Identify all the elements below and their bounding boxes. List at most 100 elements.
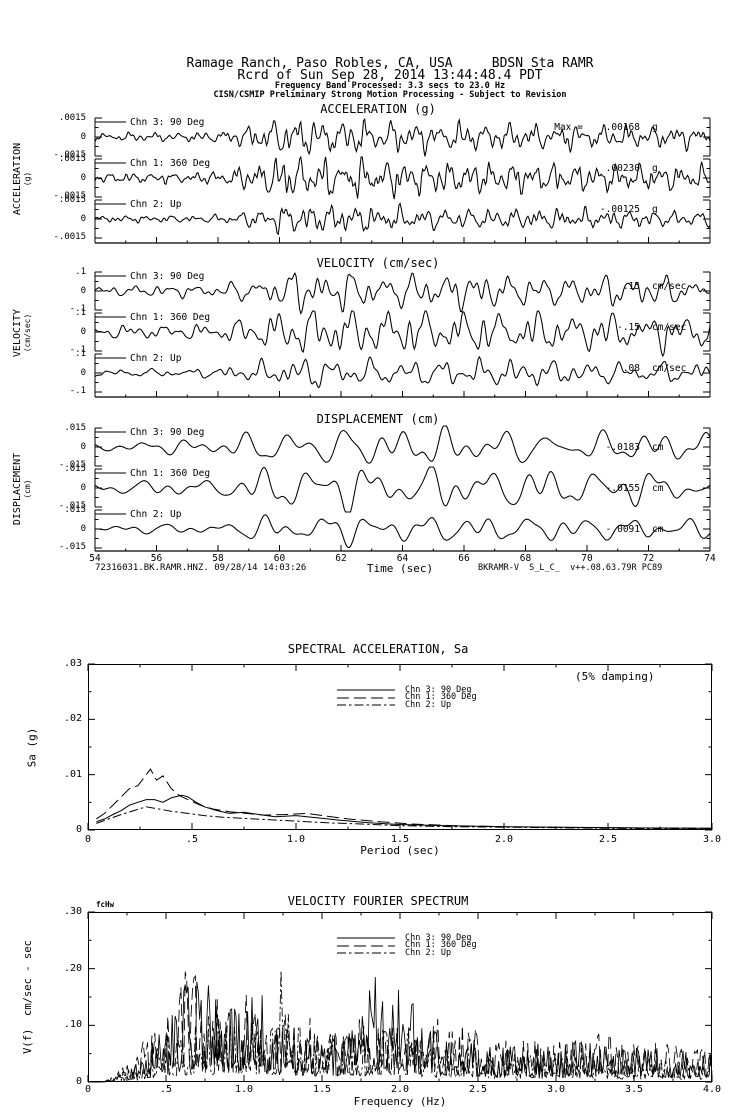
y-tick-label: -.015 <box>58 501 86 511</box>
fourier-x-tick-label: 2.0 <box>390 1084 410 1095</box>
velocity-side-label: VELOCITY (cm/sec) <box>12 258 32 408</box>
y-tick-label: .0015 <box>58 113 86 123</box>
fourier-x-tick-label: 4.0 <box>702 1084 722 1095</box>
sa-x-axis-label: Period (sec) <box>360 844 440 857</box>
time-tick-label: 56 <box>150 553 163 564</box>
time-tick-label: 64 <box>396 553 409 564</box>
trace-velocity-1 <box>94 272 710 315</box>
sa-y-tick-label: .02 <box>63 713 82 725</box>
fourier-series-3 <box>88 970 713 1083</box>
y-tick-label: 0 <box>80 132 86 142</box>
sa-x-tick-label: .5 <box>185 834 199 845</box>
fourier-x-tick-label: 3.0 <box>546 1084 566 1095</box>
waveform-velocity-1 <box>94 271 711 315</box>
fourier-x-tick-label: 0 <box>84 1084 92 1095</box>
y-tick-label: .1 <box>75 349 86 359</box>
y-tick-label: -.1 <box>69 345 86 355</box>
acceleration-side-label: ACCELERATION (g) <box>12 104 32 254</box>
y-tick-label: 0 <box>80 214 86 224</box>
time-tick-label: 58 <box>212 553 224 564</box>
fourier-plot-title: VELOCITY FOURIER SPECTRUM <box>287 894 469 908</box>
y-tick-label: .015 <box>64 505 86 515</box>
fourier-legend-sample-2 <box>337 944 395 947</box>
channel-label: Chn 1: 360 Deg <box>130 468 211 479</box>
channel-label: Chn 2: Up <box>130 509 182 520</box>
waveform-velocity-2 <box>94 309 711 358</box>
fourier-legend-label-1: Chn 3: 90 Deg <box>405 932 472 943</box>
max-unit-label: cm/sec <box>652 363 687 374</box>
waveform-acceleration-3 <box>94 199 711 239</box>
time-tick-label: 60 <box>273 553 286 564</box>
sa-y-tick-label: 0 <box>75 824 82 835</box>
channel-label: Chn 3: 90 Deg <box>130 117 205 128</box>
time-tick-label: 54 <box>89 553 101 564</box>
fourier-series-2 <box>88 971 713 1083</box>
sa-series-2 <box>96 768 713 829</box>
footer-record-id: 72316031.BK.RAMR.HNZ. 09/28/14 14:03:26 <box>95 563 307 573</box>
fourier-legend-label-3: Chn 2: Up <box>405 947 452 958</box>
y-tick-label: 0 <box>80 327 86 337</box>
trace-acceleration-3 <box>94 202 711 236</box>
y-tick-label: .1 <box>75 308 86 318</box>
y-tick-label: -.015 <box>58 460 86 470</box>
fourier-y-axis-label: V(f) cm/sec - sec <box>22 940 34 1054</box>
trace-row-acceleration-2: .0015 0 -.0015 Chn 1: 360 Deg .00230 g <box>40 154 722 203</box>
time-tick-label: 62 <box>335 553 347 564</box>
trace-row-displacement-2: .015 0 -.015 Chn 1: 360 Deg -.0155 cm <box>40 464 722 513</box>
sa-damping-annotation: (5% damping) <box>575 670 655 683</box>
y-tick-label: 0 <box>80 442 86 452</box>
sa-x-tick-label: 1.0 <box>286 834 306 845</box>
max-value-label: -.0183 <box>605 442 640 453</box>
y-tick-label: 0 <box>80 286 86 296</box>
sa-legend-sample-1 <box>337 689 395 691</box>
header-record-line: Rcrd of Sun Sep 28, 2014 13:44:48.4 PDT <box>237 68 543 83</box>
acceleration-side-label-unit: (g) <box>23 171 32 187</box>
max-unit-label: cm <box>652 483 664 494</box>
displacement-panel-title: DISPLACEMENT (cm) <box>316 412 440 426</box>
channel-label: Chn 1: 360 Deg <box>130 158 211 169</box>
time-tick-label: 68 <box>519 553 532 564</box>
max-value-label: -.15 <box>617 322 640 333</box>
y-tick-label: .0015 <box>58 195 86 205</box>
waveform-displacement-3 <box>94 509 711 549</box>
waveform-acceleration-2 <box>94 155 711 200</box>
trace-acceleration-2 <box>94 155 711 200</box>
waveform-acceleration-1 <box>94 117 711 157</box>
max-value-label: .08 <box>622 363 640 374</box>
y-tick-label: -.0015 <box>53 232 86 242</box>
panel-bottom-axis-acceleration <box>94 237 711 244</box>
fourier-corner-frequency-label: fcHw <box>96 900 115 909</box>
time-tick-label: 66 <box>458 553 470 564</box>
trace-velocity-2 <box>94 309 711 358</box>
waveform-displacement-2 <box>94 466 711 513</box>
displacement-side-label: DISPLACEMENT (cm) <box>12 414 32 564</box>
trace-row-velocity-3: .1 0 -.1 Chn 2: Up .08 cm/sec <box>40 349 722 398</box>
fourier-x-tick-label: 1.5 <box>312 1084 332 1095</box>
sa-y-axis-label: Sa (g) <box>25 727 39 768</box>
fourier-y-tick-label: .20 <box>63 962 82 974</box>
waveform-displacement-1 <box>94 425 711 467</box>
fourier-y-tick-label: .10 <box>63 1019 82 1031</box>
max-value-label: .00230 <box>605 163 640 174</box>
y-tick-label: 0 <box>80 368 86 378</box>
sa-y-tick-label: .01 <box>63 768 82 780</box>
trace-row-velocity-2: .1 0 -.1 Chn 1: 360 Deg -.15 cm/sec <box>40 308 722 358</box>
velocity-side-label-text: VELOCITY <box>12 308 23 358</box>
max-value-label: -.00125 <box>599 204 640 215</box>
trace-acceleration-1 <box>94 117 711 157</box>
velocity-panel-title: VELOCITY (cm/sec) <box>316 256 440 270</box>
displacement-side-label-unit: (cm) <box>23 479 32 499</box>
max-value-label: .15 <box>622 281 640 292</box>
fourier-plot <box>87 911 713 1083</box>
sa-x-tick-label: 2.0 <box>494 834 514 845</box>
channel-label: Chn 3: 90 Deg <box>130 427 205 438</box>
fourier-x-axis-label: Frequency (Hz) <box>353 1095 447 1108</box>
time-tick-label: 70 <box>581 553 593 564</box>
sa-x-tick-label: 0 <box>84 834 92 845</box>
fourier-x-tick-label: 1.0 <box>234 1084 254 1095</box>
y-tick-label: .015 <box>64 423 86 433</box>
panel-bottom-axis-velocity <box>94 391 711 398</box>
sa-series-3 <box>96 806 713 830</box>
displacement-side-label-text: DISPLACEMENT <box>12 452 23 526</box>
max-unit-label: g <box>652 122 658 133</box>
